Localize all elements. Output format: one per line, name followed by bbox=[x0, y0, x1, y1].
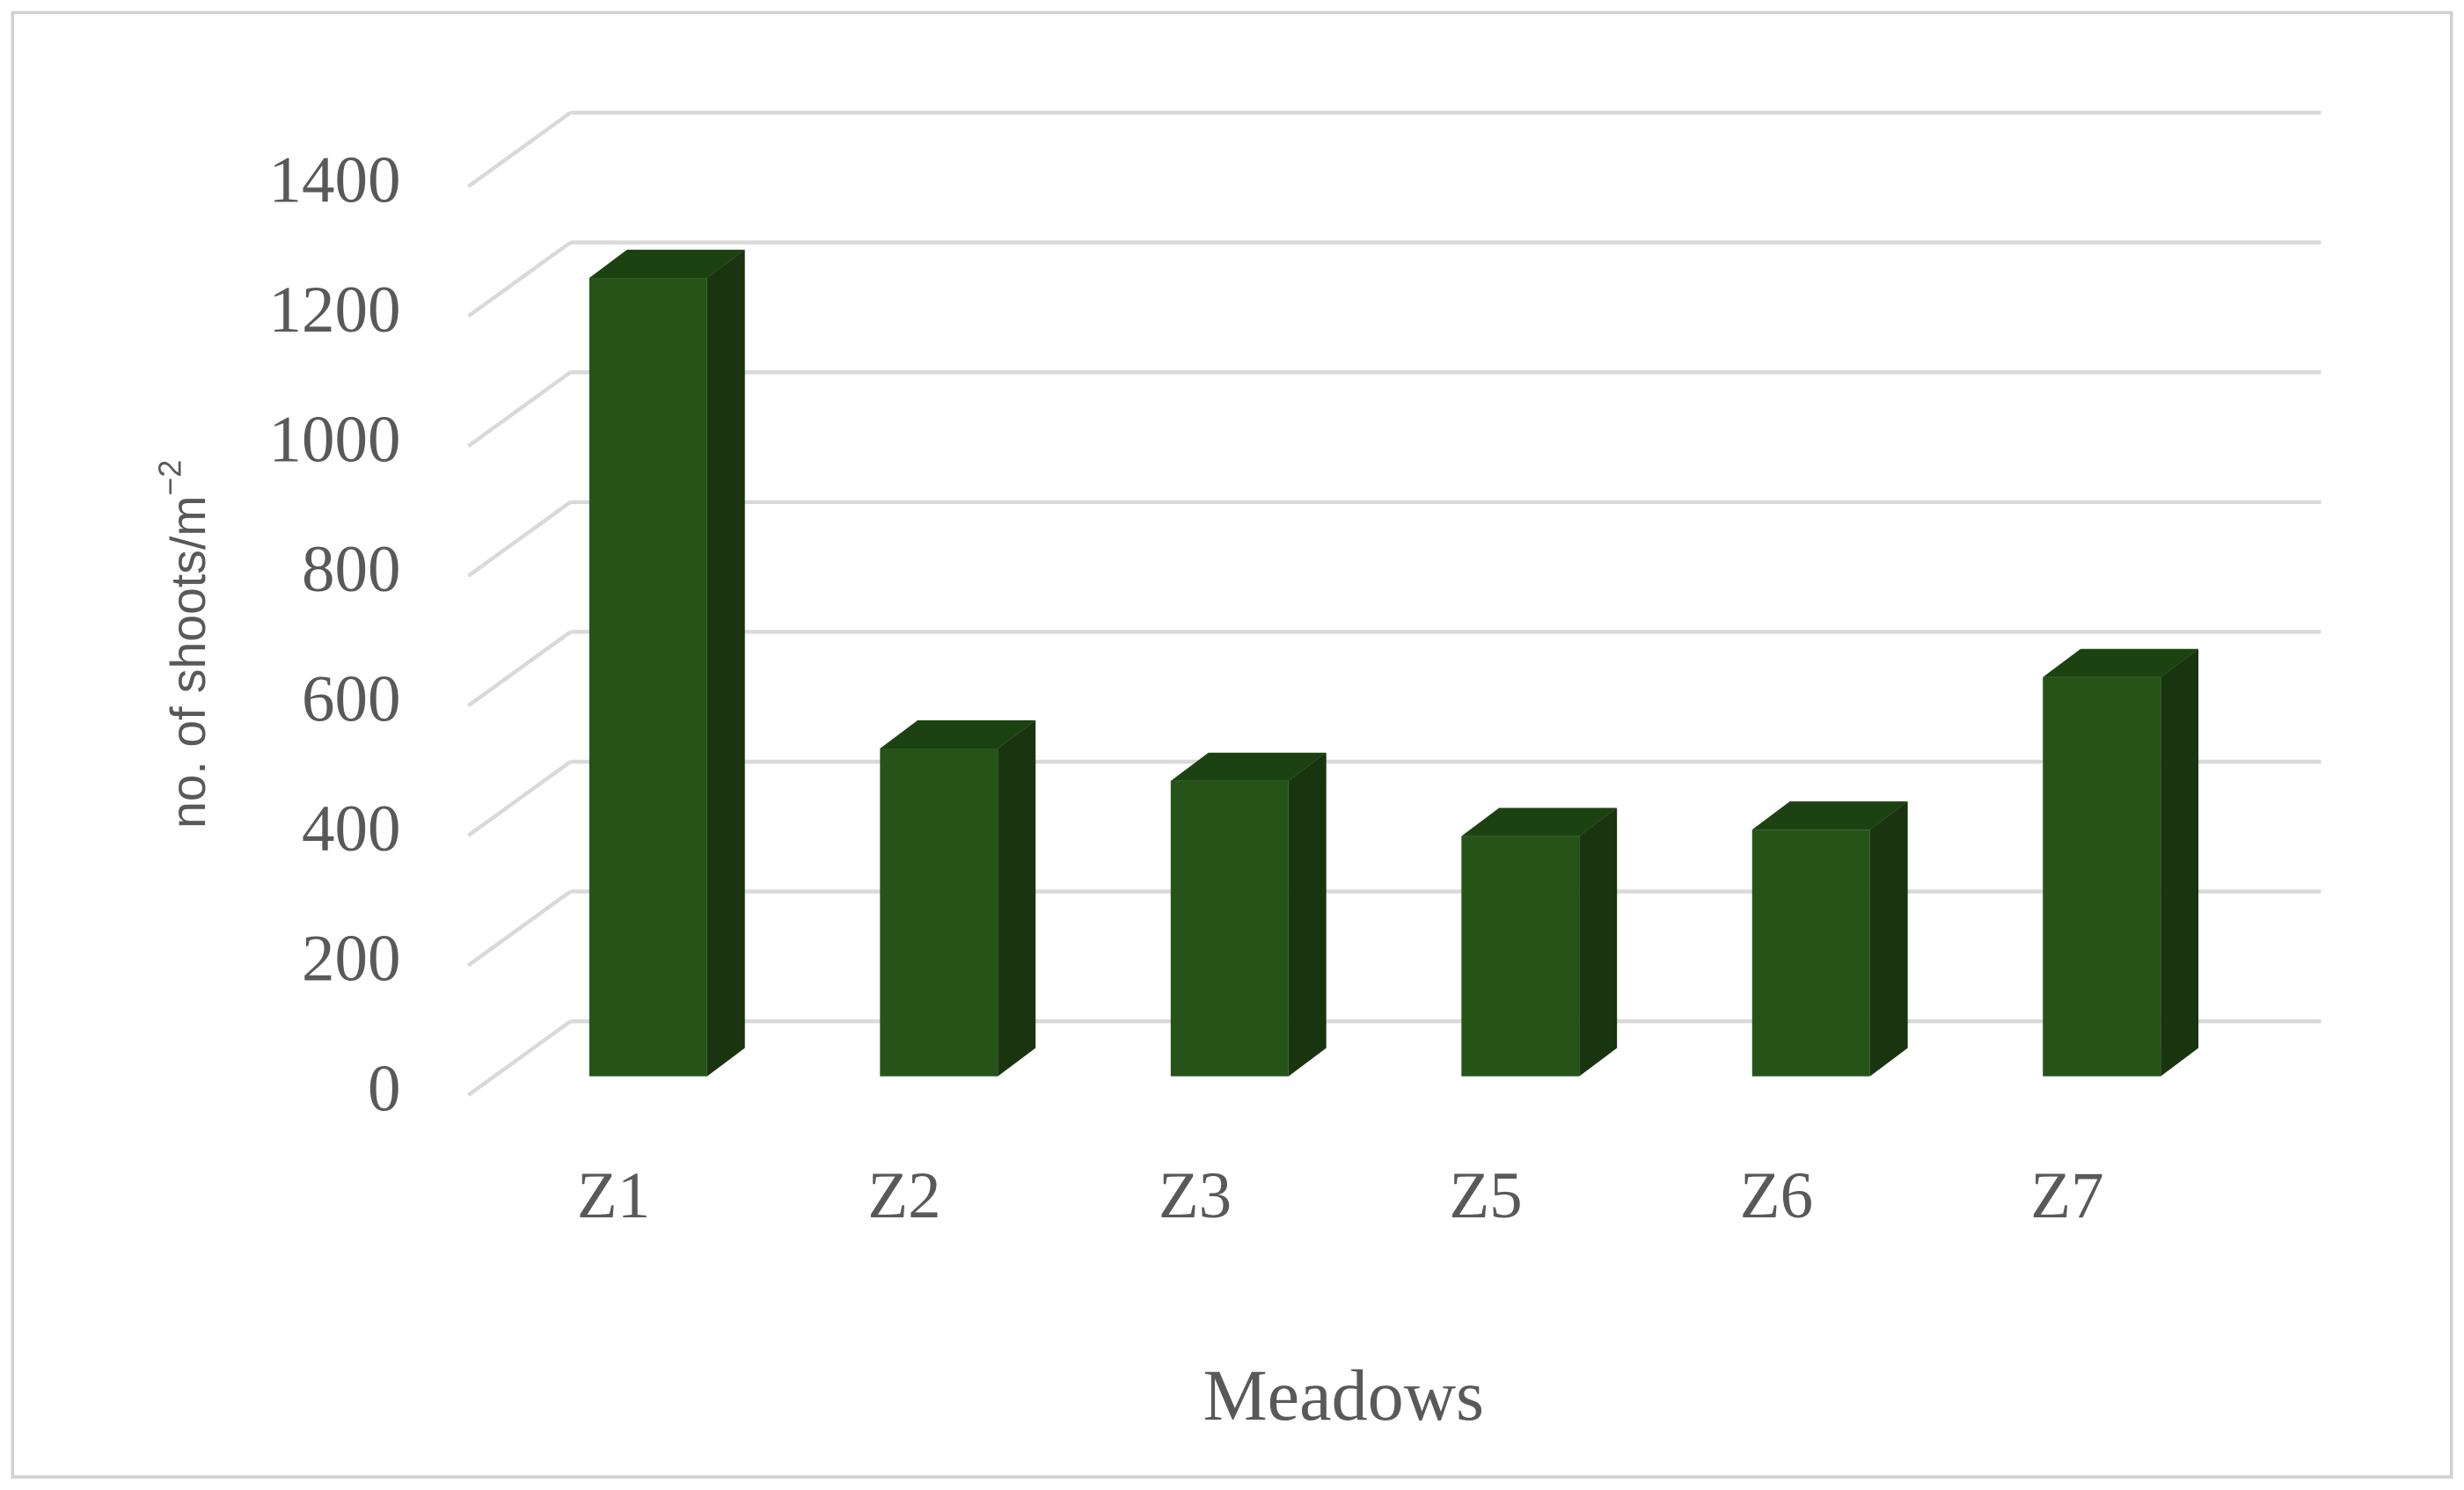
bar bbox=[1751, 829, 1870, 1077]
y-tick-label: 200 bbox=[302, 923, 401, 996]
bar-top bbox=[880, 719, 1036, 749]
bar-top bbox=[1461, 807, 1618, 836]
y-tick-label: 0 bbox=[368, 1052, 401, 1125]
bar-top bbox=[589, 249, 745, 279]
bar-top bbox=[1751, 801, 1908, 830]
grid-line-side bbox=[467, 500, 572, 578]
x-tick-label: Z2 bbox=[867, 1159, 940, 1232]
grid-line-side bbox=[467, 889, 572, 968]
bar-top bbox=[2043, 648, 2199, 677]
y-tick-label: 1400 bbox=[268, 143, 400, 216]
x-tick-label: Z5 bbox=[1449, 1159, 1522, 1232]
grid-line-side bbox=[467, 240, 572, 318]
x-tick-label: Z6 bbox=[1740, 1159, 1813, 1232]
grid-line-side bbox=[467, 111, 572, 188]
grid-line-side bbox=[467, 1019, 572, 1097]
x-axis-title: Meadows bbox=[1203, 1355, 1484, 1435]
grid-line-side bbox=[467, 630, 572, 708]
bar bbox=[1170, 780, 1289, 1077]
y-axis-title-superscript: −2 bbox=[153, 460, 188, 496]
grid-line-side bbox=[467, 370, 572, 449]
bar bbox=[880, 749, 998, 1077]
bar-top bbox=[1170, 752, 1327, 781]
bar bbox=[1461, 836, 1580, 1077]
x-tick-label: Z7 bbox=[2030, 1159, 2103, 1232]
y-tick-label: 400 bbox=[302, 792, 401, 866]
y-tick-label: 600 bbox=[302, 663, 401, 736]
bar-side bbox=[1869, 801, 1908, 1077]
bar bbox=[589, 278, 707, 1077]
x-tick-label: Z3 bbox=[1159, 1159, 1232, 1232]
bar-side bbox=[2161, 648, 2199, 1077]
grid-line-side bbox=[467, 760, 572, 837]
x-tick-label: Z1 bbox=[577, 1159, 650, 1232]
bar-side bbox=[1579, 807, 1618, 1077]
bar-side bbox=[1288, 752, 1327, 1077]
y-axis-title: no. of shoots/m−2 bbox=[153, 460, 216, 829]
bar-side bbox=[998, 719, 1036, 1077]
y-tick-label: 1200 bbox=[268, 274, 400, 347]
bar-side bbox=[706, 249, 745, 1077]
y-tick-label: 800 bbox=[302, 533, 401, 606]
bar bbox=[2043, 676, 2161, 1077]
y-axis-title-main: no. of shoots/m bbox=[161, 496, 216, 829]
y-tick-label: 1000 bbox=[268, 403, 400, 476]
